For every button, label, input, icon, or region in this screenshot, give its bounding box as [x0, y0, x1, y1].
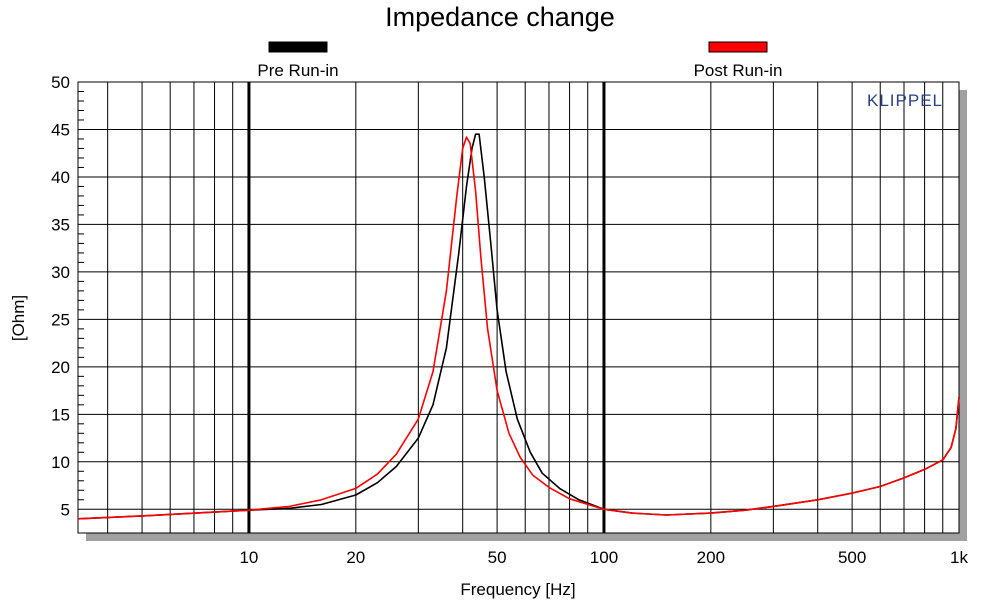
y-axis-ticks: 5 10 15 20 25 30 35 40 45 50 — [51, 73, 70, 519]
legend-label-pre-run-in: Pre Run-in — [257, 61, 338, 80]
x-tick-label: 10 — [239, 548, 258, 567]
y-tick-label: 15 — [51, 405, 70, 424]
y-tick-label: 5 — [61, 500, 70, 519]
y-tick-label: 40 — [51, 168, 70, 187]
y-tick-label: 50 — [51, 73, 70, 92]
legend-label-post-run-in: Post Run-in — [694, 61, 783, 80]
y-tick-label: 20 — [51, 358, 70, 377]
x-axis-label: Frequency [Hz] — [460, 580, 575, 599]
x-tick-label: 500 — [838, 548, 866, 567]
y-axis-label: [Ohm] — [9, 295, 28, 341]
x-tick-label: 1k — [950, 548, 968, 567]
x-tick-label: 50 — [488, 548, 507, 567]
x-tick-label: 20 — [346, 548, 365, 567]
y-tick-label: 10 — [51, 453, 70, 472]
series-lines — [77, 133, 960, 520]
y-tick-label: 30 — [51, 263, 70, 282]
legend: Pre Run-in Post Run-in — [257, 41, 783, 80]
chart-title: Impedance change — [385, 2, 615, 32]
legend-swatch-pre-run-in — [268, 41, 328, 53]
y-tick-label: 35 — [51, 215, 70, 234]
y-tick-label: 45 — [51, 120, 70, 139]
klippel-watermark: KLIPPEL — [867, 91, 943, 110]
legend-swatch-post-run-in — [708, 41, 768, 53]
plot-area — [77, 81, 960, 534]
series-line-post-run-in — [77, 136, 960, 520]
y-tick-label: 25 — [51, 310, 70, 329]
x-tick-label: 200 — [697, 548, 725, 567]
x-tick-label: 100 — [590, 548, 618, 567]
x-axis-ticks: 10 20 50 100 200 500 1k — [239, 548, 968, 567]
